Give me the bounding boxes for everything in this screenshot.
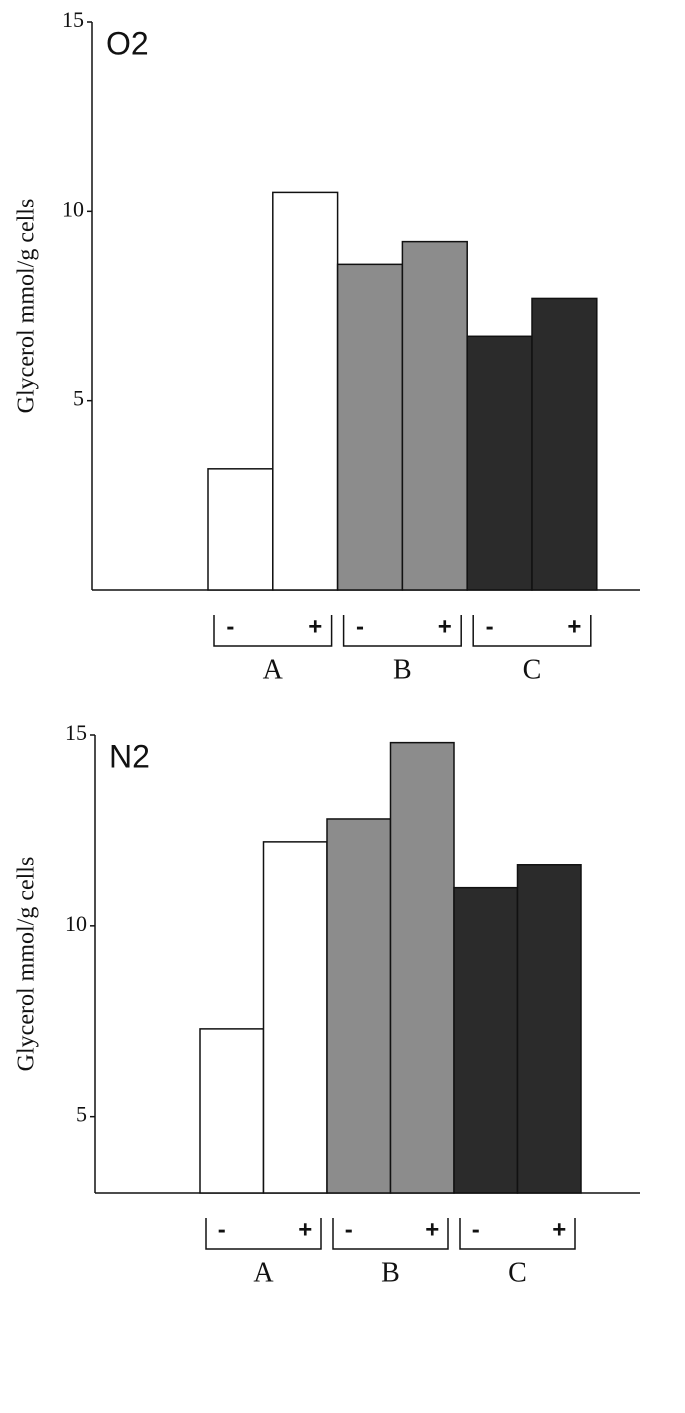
- group-bracket: [205, 1218, 322, 1250]
- category-label: +: [552, 1216, 566, 1243]
- bar: [531, 297, 598, 591]
- group-bracket: [213, 615, 333, 647]
- bar: [401, 240, 468, 591]
- group-label: A: [253, 1257, 274, 1288]
- y-tick-label: 5: [76, 1102, 87, 1127]
- bar: [272, 191, 339, 591]
- group-bracket: [459, 1218, 576, 1250]
- group-bracket: [332, 1218, 449, 1250]
- y-tick-label: 5: [73, 386, 84, 411]
- group-label: C: [523, 654, 542, 685]
- category-label: +: [298, 1216, 312, 1243]
- group-label: B: [393, 654, 412, 685]
- bar: [453, 886, 519, 1194]
- category-label: -: [345, 1216, 353, 1243]
- bar: [199, 1028, 265, 1194]
- category-label: +: [438, 613, 452, 640]
- category-label: -: [472, 1216, 480, 1243]
- category-label: +: [308, 613, 322, 640]
- category-label: -: [356, 613, 364, 640]
- y-axis-label: Glycerol mmol/g cells: [14, 199, 40, 414]
- bar: [207, 468, 274, 591]
- category-label: +: [567, 613, 581, 640]
- y-tick-label: 10: [62, 196, 84, 221]
- bar: [262, 841, 328, 1194]
- group-label: C: [508, 1257, 527, 1288]
- category-label: -: [226, 613, 234, 640]
- group-bracket: [472, 615, 592, 647]
- bar: [326, 818, 392, 1194]
- panel-label: O2: [106, 25, 149, 61]
- y-tick-label: 15: [65, 720, 87, 745]
- group-label: A: [263, 654, 284, 685]
- group-bracket: [342, 615, 462, 647]
- category-label: +: [425, 1216, 439, 1243]
- bar: [466, 335, 533, 591]
- y-tick-label: 10: [65, 911, 87, 936]
- panel-label: N2: [109, 738, 150, 774]
- category-label: -: [486, 613, 494, 640]
- bar: [516, 864, 582, 1194]
- bar: [336, 263, 404, 591]
- y-tick-label: 15: [62, 7, 84, 32]
- group-label: B: [381, 1257, 400, 1288]
- category-label: -: [218, 1216, 226, 1243]
- y-axis-label: Glycerol mmol/g cells: [14, 857, 40, 1072]
- bar: [389, 741, 455, 1194]
